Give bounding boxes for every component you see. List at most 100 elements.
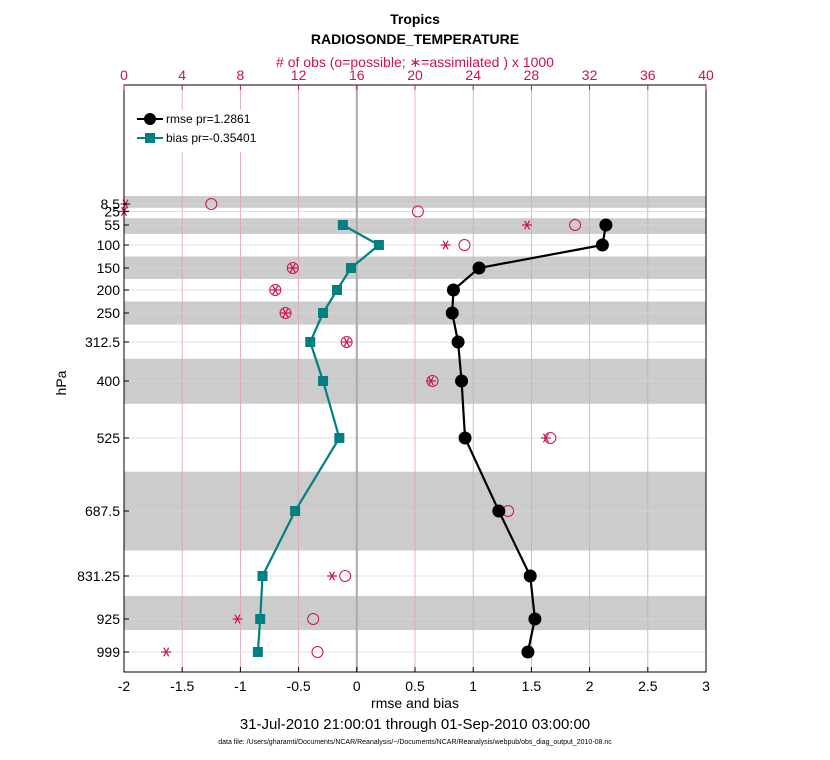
obs-assimilated-marker (540, 433, 551, 443)
obs-possible-marker (205, 198, 218, 210)
bias-point (255, 614, 266, 624)
obs-assimilated-stroke (427, 376, 435, 386)
y-tick-label: 400 (97, 373, 121, 389)
y-tick-label: 55 (104, 217, 120, 233)
top-tick-label: 40 (698, 67, 714, 83)
obs-assimilated-marker (341, 337, 352, 347)
top-tick-label: 24 (465, 67, 481, 83)
obs-possible-marker (286, 262, 299, 274)
obs-possible-marker (307, 613, 320, 625)
obs-assimilated-stroke (163, 647, 170, 657)
level-gridlines (124, 203, 706, 653)
obs-assimilated-stroke (234, 614, 241, 624)
rmse-point (492, 504, 506, 518)
top-tick-label: 8 (237, 67, 245, 83)
top-tick-label: 12 (291, 67, 307, 83)
rmse-point (523, 569, 537, 583)
bias-point (318, 376, 329, 386)
y-tick-label: 250 (97, 305, 121, 321)
obs-possible-marker (458, 239, 471, 251)
y-tick-label: 25 (104, 203, 120, 219)
x-tick-label: 0 (353, 678, 361, 694)
rmse-point (528, 612, 542, 626)
obs-assimilated-marker (327, 571, 338, 581)
rmse-point (455, 374, 469, 388)
x-axis-ticks: -2 -1.5 -1 -0.5 0 0.5 1 1.5 2 2.5 3 (118, 667, 710, 694)
top-tick-label: 16 (349, 67, 365, 83)
obs-assimilated-marker (426, 376, 437, 386)
chart-title: Tropics (390, 11, 440, 27)
y-tick-label: 100 (97, 237, 121, 253)
x-tick-label: 1.5 (522, 678, 542, 694)
legend-bias-label: bias pr=-0.35401 (166, 131, 257, 145)
bias-point (252, 647, 263, 657)
x-tick-label: -0.5 (287, 678, 311, 694)
obs-assimilated-stroke (442, 240, 449, 250)
rmse-point (446, 283, 460, 297)
x-tick-label: 1 (469, 678, 477, 694)
obs-possible-marker (339, 570, 352, 582)
obs-assimilated-stroke (542, 433, 549, 443)
y-tick-label: 999 (97, 644, 121, 660)
obs-assimilated-stroke (289, 263, 296, 273)
obs-assimilated-stroke (272, 285, 279, 295)
obs-possible-marker (311, 646, 324, 658)
bias-point (290, 506, 301, 516)
top-tick-label: 20 (407, 67, 423, 83)
top-tick-label: 4 (178, 67, 186, 83)
bias-point (257, 571, 268, 581)
obs-assimilated-marker (270, 285, 281, 295)
top-tick-label: 0 (120, 67, 128, 83)
top-axis-ticks: 0 4 8 12 16 20 24 28 32 36 40 (120, 67, 714, 90)
legend-rmse-marker (144, 113, 156, 125)
x-tick-label: 0.5 (405, 678, 425, 694)
y-axis-label: hPa (53, 370, 69, 395)
bias-point (318, 308, 329, 318)
y-tick-label: 312.5 (85, 334, 120, 350)
obs-assimilated-marker (287, 263, 298, 273)
obs-assimilated-stroke (524, 220, 531, 230)
x-axis-label: rmse and bias (371, 695, 459, 711)
bias-point (337, 220, 348, 230)
rmse-point (458, 431, 472, 445)
bias-point (332, 285, 343, 295)
x-tick-label: 2 (586, 678, 594, 694)
x-tick-label: -2 (118, 678, 131, 694)
y-tick-label: 831.25 (77, 568, 120, 584)
y-tick-label: 687.5 (85, 503, 120, 519)
bias-point (373, 240, 384, 250)
rmse-point (599, 218, 613, 232)
bias-point (305, 337, 316, 347)
top-tick-label: 36 (640, 67, 656, 83)
legend: rmse pr=1.2861 bias pr=-0.35401 (131, 110, 279, 152)
obs-assimilated-marker (161, 647, 172, 657)
rmse-line (451, 224, 607, 653)
obs-assimilated-stroke (282, 308, 289, 318)
obs-possible-marker (569, 219, 582, 231)
bias-point (334, 433, 345, 443)
top-tick-label: 32 (582, 67, 598, 83)
rmse-point (451, 335, 465, 349)
data-file-path: data file: /Users/gharamti/Documents/NCA… (218, 739, 612, 746)
top-axis-label: # of obs (o=possible; ∗=assimilated ) x … (276, 54, 554, 70)
obs-possible-marker (411, 205, 424, 218)
obs-assimilated-stroke (329, 571, 336, 581)
legend-bias-marker (145, 133, 155, 143)
obs-possible-marker (279, 307, 292, 319)
rmse-point (445, 306, 459, 320)
obs-possible-marker (340, 336, 353, 348)
rmse-point (595, 238, 609, 252)
obs-count-markers (119, 198, 582, 658)
date-range: 31-Jul-2010 21:00:01 through 01-Sep-2010… (240, 716, 590, 733)
y-tick-label: 8.5 (101, 196, 121, 212)
obs-assimilated-marker (440, 240, 451, 250)
data-series (252, 218, 613, 659)
legend-rmse-label: rmse pr=1.2861 (166, 112, 251, 126)
x-tick-label: 3 (702, 678, 710, 694)
x-tick-label: 2.5 (638, 678, 658, 694)
rmse-point (472, 261, 486, 275)
bias-point (345, 263, 356, 273)
obs-assimilated-marker (522, 220, 533, 230)
